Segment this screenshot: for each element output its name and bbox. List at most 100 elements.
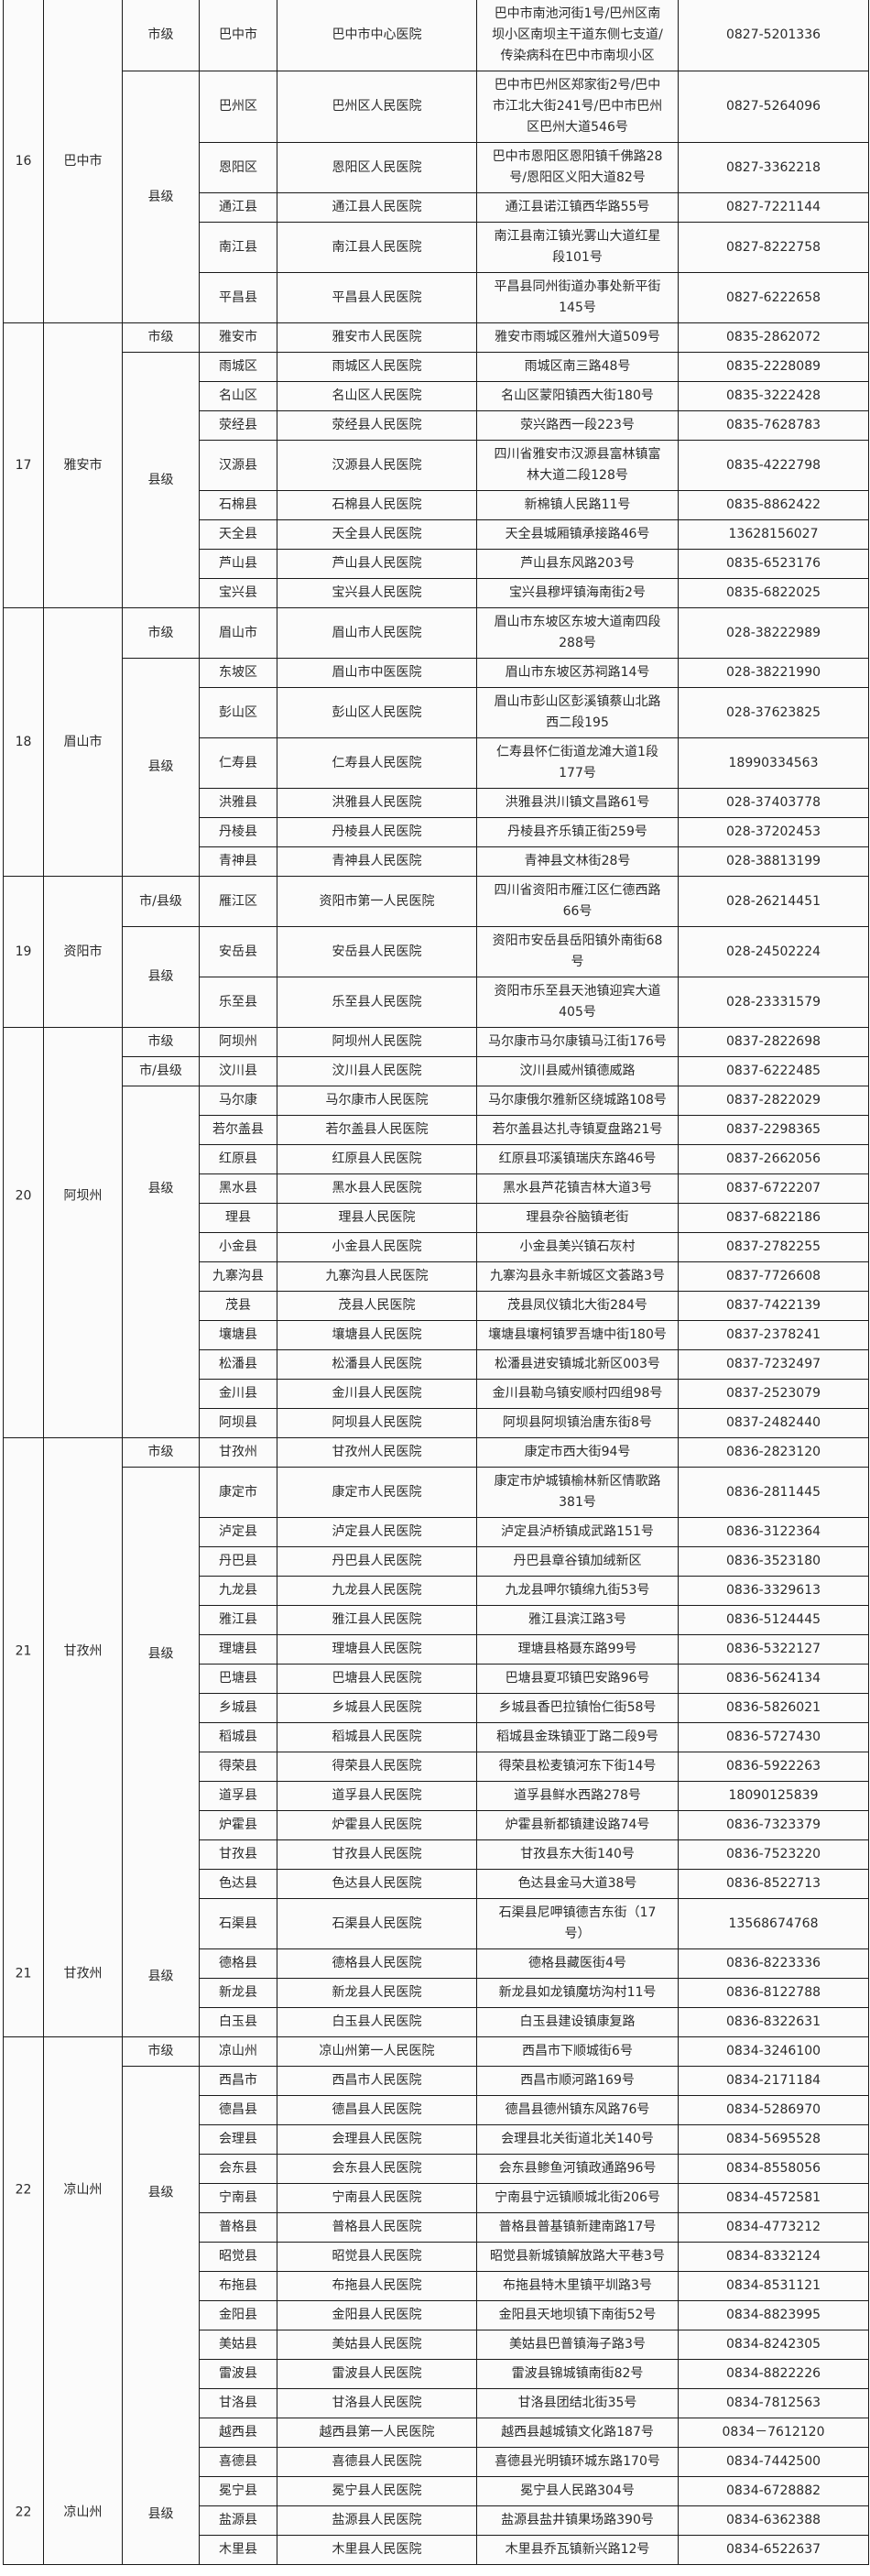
county-cell: 阿坝县	[199, 1408, 277, 1438]
section-index: 19	[3, 876, 44, 1028]
county-cell: 新龙县	[199, 1978, 277, 2008]
phone-cell: 0834-5286970	[678, 2095, 869, 2125]
table-row: 理县 理县人民医院 理县杂谷脑镇老街 0837-6822186	[4, 1203, 869, 1233]
level-cell-label: 县级	[147, 1181, 174, 1196]
county-cell: 马尔康	[199, 1086, 277, 1116]
address-cell: 德昌县德州镇东风路76号	[476, 2095, 679, 2125]
phone-cell: 028-37623825	[678, 687, 869, 738]
table-row: 木里县 木里县人民医院 木里县乔瓦镇新兴路12号 0834-6522637	[4, 2535, 869, 2565]
table-row: 会理县 会理县人民医院 会理县北关街道北关140号 0834-5695528	[4, 2124, 869, 2155]
level-cell: 县级 县级	[122, 1467, 200, 2037]
section-city: 雅安市	[43, 322, 123, 608]
phone-cell: 0837-2782255	[678, 1232, 869, 1262]
hospital-name-cell: 巴中市中心医院	[277, 0, 477, 71]
county-cell: 美姑县	[199, 2330, 277, 2360]
county-cell: 德昌县	[199, 2095, 277, 2125]
address-cell: 布拖县特木里镇平圳路3号	[476, 2271, 679, 2301]
phone-cell: 0834-6728882	[678, 2476, 869, 2506]
phone-cell: 0834-8558056	[678, 2154, 869, 2184]
county-cell: 东坡区	[199, 658, 277, 688]
county-cell: 理县	[199, 1203, 277, 1233]
county-cell: 凉山州	[199, 2036, 277, 2067]
section-city: 眉山市	[43, 607, 123, 877]
table-row: 芦山县 芦山县人民医院 芦山县东风路203号 0835-6523176	[4, 549, 869, 579]
hospital-name-cell: 彭山区人民医院	[277, 687, 477, 738]
hospital-name-cell: 道孚县人民医院	[277, 1781, 477, 1811]
section-city-label: 凉山州	[63, 2182, 103, 2198]
table-row: 宝兴县 宝兴县人民医院 宝兴县穆坪镇海南街2号 0835-6822025	[4, 578, 869, 608]
phone-cell: 0836-2811445	[678, 1467, 869, 1518]
address-cell: 若尔盖县达扎寺镇夏盘路21号	[476, 1115, 679, 1145]
address-cell: 巴中市巴州区郑家街2号/巴中 市江北大街241号/巴中市巴州 区巴州大道546号	[476, 71, 679, 143]
hospital-name-cell: 木里县人民医院	[277, 2535, 477, 2565]
county-cell: 南江县	[199, 222, 277, 273]
county-cell: 泸定县	[199, 1517, 277, 1547]
section-index: 18	[3, 607, 44, 877]
table-row: 金川县 金川县人民医院 金川县勒乌镇安顺村四组98号 0837-2523079	[4, 1379, 869, 1409]
county-cell: 雷波县	[199, 2359, 277, 2389]
county-cell: 若尔盖县	[199, 1115, 277, 1145]
phone-cell: 0834-8242305	[678, 2330, 869, 2360]
address-cell: 越西县越城镇文化路187号	[476, 2418, 679, 2448]
hospital-name-cell: 泸定县人民医院	[277, 1517, 477, 1547]
address-cell: 芦山县东风路203号	[476, 549, 679, 579]
address-cell: 马尔康俄尔雅新区绕城路108号	[476, 1086, 679, 1116]
county-cell: 阿坝州	[199, 1027, 277, 1057]
hospital-name-cell: 会理县人民医院	[277, 2124, 477, 2155]
phone-cell: 0834-7442500	[678, 2447, 869, 2477]
address-cell: 红原县邛溪镇瑞庆东路46号	[476, 1144, 679, 1174]
hospital-name-cell: 芦山县人民医院	[277, 549, 477, 579]
phone-cell: 0837-2822029	[678, 1086, 869, 1116]
county-cell: 小金县	[199, 1232, 277, 1262]
phone-cell: 0834-6362388	[678, 2505, 869, 2536]
address-cell: 眉山市东坡区东坡大道南四段 288号	[476, 607, 679, 659]
phone-cell: 0835-6822025	[678, 578, 869, 608]
county-cell: 红原县	[199, 1144, 277, 1174]
county-cell: 松潘县	[199, 1349, 277, 1380]
address-cell: 丹巴县章谷镇加绒新区	[476, 1546, 679, 1577]
table-row: 18 眉山市 市级 眉山市 眉山市人民医院 眉山市东坡区东坡大道南四段 288号 028-3…	[3, 607, 869, 877]
phone-cell: 0835-4222798	[678, 440, 869, 491]
address-cell: 普格县普基镇新建南路17号	[476, 2212, 679, 2243]
county-cell: 白玉县	[199, 2007, 277, 2037]
level-cell: 县级	[122, 1086, 200, 1438]
level-cell: 市级	[122, 322, 200, 353]
hospital-name-cell: 稻城县人民医院	[277, 1722, 477, 1752]
phone-cell: 0827-8222758	[678, 222, 869, 273]
table-row: 洪雅县 洪雅县人民医院 洪雅县洪川镇文昌路61号 028-37403778	[4, 788, 869, 818]
hospital-name-cell: 甘孜县人民医院	[277, 1839, 477, 1870]
table-row: 县级 安岳县 安岳县人民医院 资阳市安岳县岳阳镇外南街68 号 028-24502224	[4, 926, 869, 1028]
phone-cell: 0837-2523079	[678, 1379, 869, 1409]
county-cell: 九寨沟县	[199, 1261, 277, 1292]
address-cell: 壤塘县壤柯镇罗吾塘中街180号	[476, 1320, 679, 1350]
phone-cell: 028-24502224	[678, 926, 869, 977]
phone-cell: 0827-5201336	[678, 0, 869, 71]
address-cell: 眉山市彭山区彭溪镇蔡山北路 西二段195	[476, 687, 679, 738]
address-cell: 宝兴县穆坪镇海南街2号	[476, 578, 679, 608]
county-cell: 普格县	[199, 2212, 277, 2243]
hospital-name-cell: 布拖县人民医院	[277, 2271, 477, 2301]
address-cell: 喜德县光明镇环城东路170号	[476, 2447, 679, 2477]
table-row: 泸定县 泸定县人民医院 泸定县泸桥镇成武路151号 0836-3122364	[4, 1517, 869, 1547]
county-cell: 仁寿县	[199, 737, 277, 789]
phone-cell: 0837-2822698	[678, 1027, 869, 1057]
county-cell: 巴塘县	[199, 1664, 277, 1694]
hospital-name-cell: 天全县人民医院	[277, 519, 477, 550]
table-row: 恩阳区 恩阳区人民医院 巴中市恩阳区恩阳镇千佛路28 号/恩阳区义阳大道82号 082…	[4, 142, 869, 193]
hospital-name-cell: 阿坝州人民医院	[277, 1027, 477, 1057]
hospital-name-cell: 会东县人民医院	[277, 2154, 477, 2184]
hospital-name-cell: 乡城县人民医院	[277, 1693, 477, 1723]
hospital-name-cell: 色达县人民医院	[277, 1869, 477, 1899]
level-cell: 县级	[122, 71, 200, 323]
hospital-name-cell: 仁寿县人民医院	[277, 737, 477, 789]
level-cell: 市级	[122, 0, 200, 71]
hospital-name-cell: 金川县人民医院	[277, 1379, 477, 1409]
table-row: 县级 东坡区 眉山市中医医院 眉山市东坡区苏祠路14号 028-38221990	[4, 658, 869, 877]
phone-cell: 0835-8862422	[678, 490, 869, 520]
county-cell: 理塘县	[199, 1634, 277, 1665]
phone-cell: 0834-8332124	[678, 2242, 869, 2272]
table-row: 甘孜县 甘孜县人民医院 甘孜县东大街140号 0836-7523220	[4, 1839, 869, 1870]
table-row: 色达县 色达县人民医院 色达县金马大道38号 0836-8522713	[4, 1869, 869, 1899]
address-cell: 新龙县如龙镇魔坊沟村11号	[476, 1978, 679, 2008]
phone-cell: 0837-2662056	[678, 1144, 869, 1174]
